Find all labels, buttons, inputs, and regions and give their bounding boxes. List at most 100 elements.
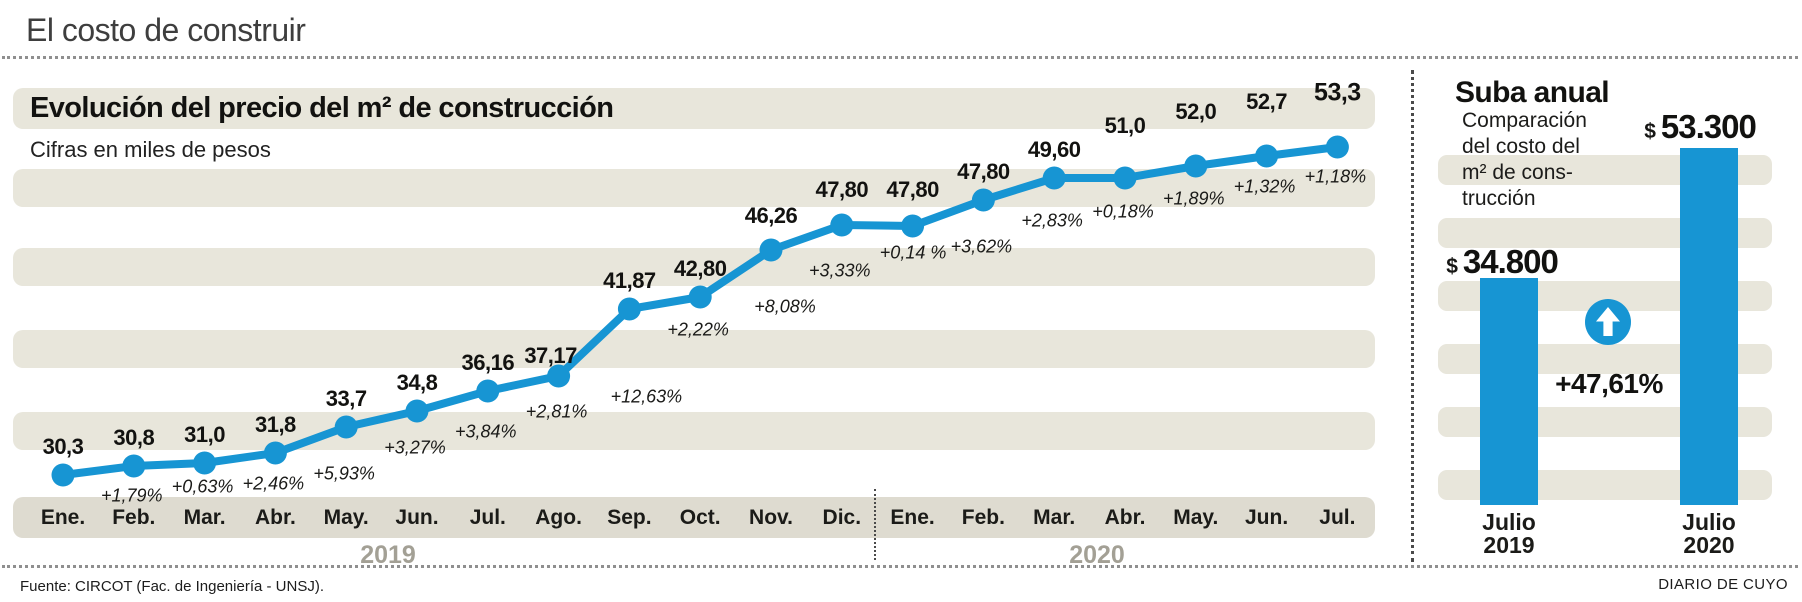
chart-title: Evolución del precio del m² de construcc… [30, 92, 614, 124]
top-divider [2, 56, 1798, 59]
value-label: 34,8 [396, 370, 438, 395]
value-label: 52,7 [1246, 89, 1288, 114]
pct-change-label: +1,79% [101, 485, 163, 506]
data-point [688, 285, 712, 309]
chart-subtitle: Cifras en miles de pesos [30, 137, 271, 162]
data-point [617, 297, 641, 321]
pct-change-label: +3,62% [950, 236, 1013, 257]
bar-label-julio-2019: Julio 2019 [1482, 511, 1536, 557]
month-label: Ene. [890, 506, 935, 529]
bar-label-year: 2019 [1483, 532, 1535, 558]
month-label: Dic. [822, 506, 862, 529]
year-label-2020: 2020 [1069, 541, 1125, 569]
panel-subtitle-line: Comparación [1462, 109, 1587, 132]
bar-julio-2020 [1680, 148, 1738, 505]
arrow-up-icon [1585, 299, 1631, 345]
value-label: 47,80 [815, 177, 869, 202]
pct-change-label: +12,63% [610, 386, 683, 407]
data-point [193, 451, 217, 475]
pct-change-label: +0,18% [1092, 201, 1154, 222]
month-label: May. [1173, 506, 1219, 529]
data-point [476, 379, 500, 403]
currency-symbol: $ [1644, 120, 1656, 143]
value-label: 30,8 [113, 425, 155, 450]
value-label: 37,17 [524, 343, 577, 368]
data-point [1255, 144, 1279, 168]
pct-change-label: +1,18% [1304, 166, 1367, 187]
bottom-divider [2, 565, 1798, 568]
panel-subtitle-line: del costo del [1462, 135, 1580, 158]
year-split-divider [874, 489, 876, 560]
bar-label-month: Julio [1482, 509, 1536, 535]
bar-label-month: Julio [1682, 509, 1736, 535]
pct-change-label: +1,32% [1233, 176, 1296, 197]
month-label: Nov. [749, 506, 793, 529]
panel-subtitle-line: m² de cons- [1462, 161, 1573, 184]
value-label: 49,60 [1027, 137, 1081, 162]
month-label: Feb. [112, 506, 156, 529]
value-label: 31,0 [184, 422, 226, 447]
pct-change-label: +5,93% [313, 463, 375, 484]
month-label: Jun. [395, 506, 439, 529]
month-label: Mar. [183, 506, 226, 529]
value-label: 53,3 [1314, 78, 1361, 107]
annual-change-badge: +47,61% [1555, 368, 1663, 399]
month-label: Ene. [40, 506, 86, 529]
pct-change-label: +0,63% [171, 476, 234, 497]
panel-title: Suba anual [1455, 76, 1610, 109]
data-point [1325, 135, 1349, 159]
pct-change-label: +2,83% [1021, 210, 1083, 231]
value-label: 31,8 [254, 412, 296, 437]
month-label: Jun. [1245, 506, 1289, 529]
month-label: Jul. [1319, 506, 1356, 529]
month-label: Ago. [535, 506, 582, 529]
pct-change-label: +2,22% [667, 319, 729, 340]
arrow-up-circle [1585, 299, 1631, 345]
month-label: Jul. [469, 506, 506, 529]
value-label: 30,3 [42, 434, 84, 459]
value-label: 47,80 [957, 159, 1010, 184]
month-label: Oct. [679, 506, 721, 529]
month-label: Abr. [254, 506, 296, 529]
pct-change-label: +8,08% [754, 296, 816, 317]
bar-label-julio-2020: Julio 2020 [1682, 511, 1736, 557]
bar-value-2019: $34.800 [1446, 243, 1559, 281]
month-label: Sep. [607, 506, 652, 529]
value-label: 47,80 [886, 177, 939, 202]
chart-title-band: Evolución del precio del m² de construcc… [13, 88, 1375, 129]
credit-note: DIARIO DE CUYO [1658, 576, 1788, 593]
panel-subtitle-line: trucción [1462, 187, 1536, 210]
value-label: 46,26 [744, 203, 798, 228]
month-label: Feb. [961, 506, 1005, 529]
pct-change-label: +2,46% [242, 473, 305, 494]
pct-change-label: +3,27% [384, 437, 446, 458]
bar-amount-2020: 53.300 [1660, 108, 1757, 145]
currency-symbol: $ [1446, 255, 1458, 278]
data-point [901, 214, 925, 238]
panel-subtitle: Comparación del costo del m² de cons- tr… [1462, 108, 1587, 212]
value-label: 36,16 [461, 350, 515, 375]
bar-julio-2019 [1480, 278, 1538, 505]
data-point [122, 454, 146, 478]
value-label: 52,0 [1175, 99, 1217, 124]
month-label: Mar. [1033, 506, 1076, 529]
data-point [830, 213, 854, 237]
pct-change-label: +1,89% [1163, 188, 1225, 209]
year-label-2019: 2019 [360, 541, 416, 569]
month-label: Abr. [1104, 506, 1146, 529]
pct-change-label: +3,33% [809, 260, 871, 281]
bar-value-2020: $53.300 [1644, 108, 1757, 146]
month-axis-band [13, 497, 1375, 538]
source-note: Fuente: CIRCOT (Fac. de Ingeniería - UNS… [20, 578, 324, 595]
pct-change-label: +3,84% [455, 421, 517, 442]
pct-change-label: +2,81% [525, 401, 588, 422]
data-point [51, 463, 75, 487]
panel-divider [1411, 70, 1414, 562]
page-title: El costo de construir [26, 12, 306, 48]
month-label: May. [323, 506, 369, 529]
value-label: 41,87 [603, 268, 656, 293]
bar-amount-2019: 34.800 [1462, 243, 1559, 280]
bar-label-year: 2020 [1683, 532, 1735, 558]
value-label: 42,80 [673, 256, 727, 281]
